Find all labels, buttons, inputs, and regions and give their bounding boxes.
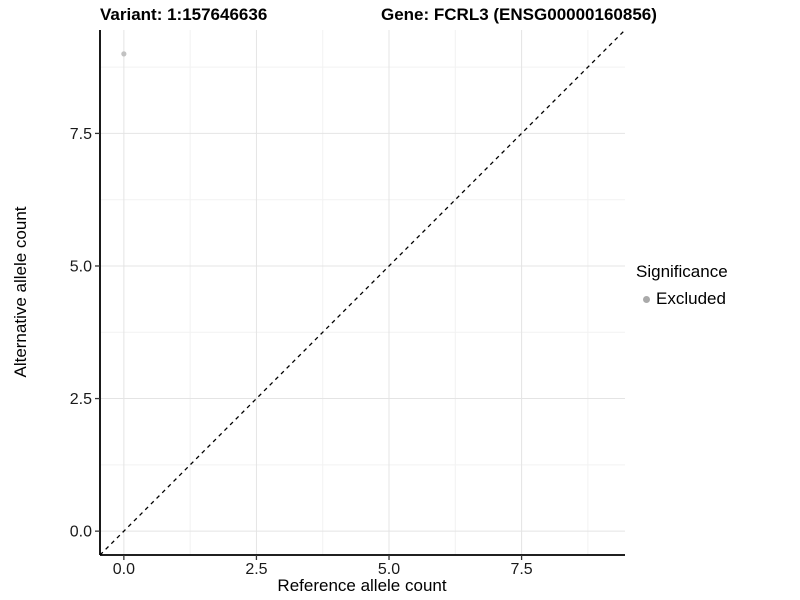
y-tick-label: 5.0: [70, 258, 92, 275]
y-tick-label: 2.5: [70, 391, 92, 408]
variant-title: Variant: 1:157646636: [100, 5, 268, 24]
legend-item-label: Excluded: [656, 289, 726, 308]
y-tick-label: 7.5: [70, 126, 92, 143]
y-tick-label: 0.0: [70, 524, 92, 541]
x-axis-title: Reference allele count: [277, 576, 447, 595]
gene-title: Gene: FCRL3 (ENSG00000160856): [381, 5, 657, 24]
x-tick-label: 2.5: [245, 561, 267, 578]
identity-reference-line: [99, 29, 626, 556]
x-tick-label: 0.0: [113, 561, 135, 578]
x-tick-label: 5.0: [378, 561, 400, 578]
excluded-point-swatch: [643, 295, 650, 303]
legend-title: Significance: [636, 262, 728, 281]
legend-item-excluded: Excluded: [636, 289, 728, 309]
x-tick-label: 7.5: [510, 561, 532, 578]
y-axis-title: Alternative allele count: [11, 206, 30, 378]
data-point: [121, 51, 127, 57]
legend: Significance Excluded: [636, 262, 728, 309]
